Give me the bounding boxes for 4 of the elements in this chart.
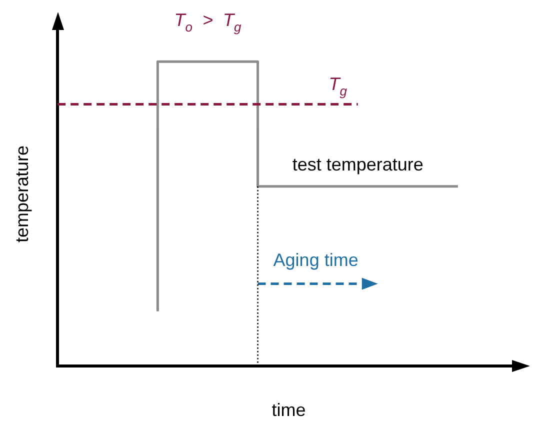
x-axis-title: time: [272, 400, 306, 420]
annotation: test temperature: [292, 154, 424, 174]
y-axis-title: temperature: [12, 145, 32, 243]
series-label: Aging time: [273, 250, 358, 270]
